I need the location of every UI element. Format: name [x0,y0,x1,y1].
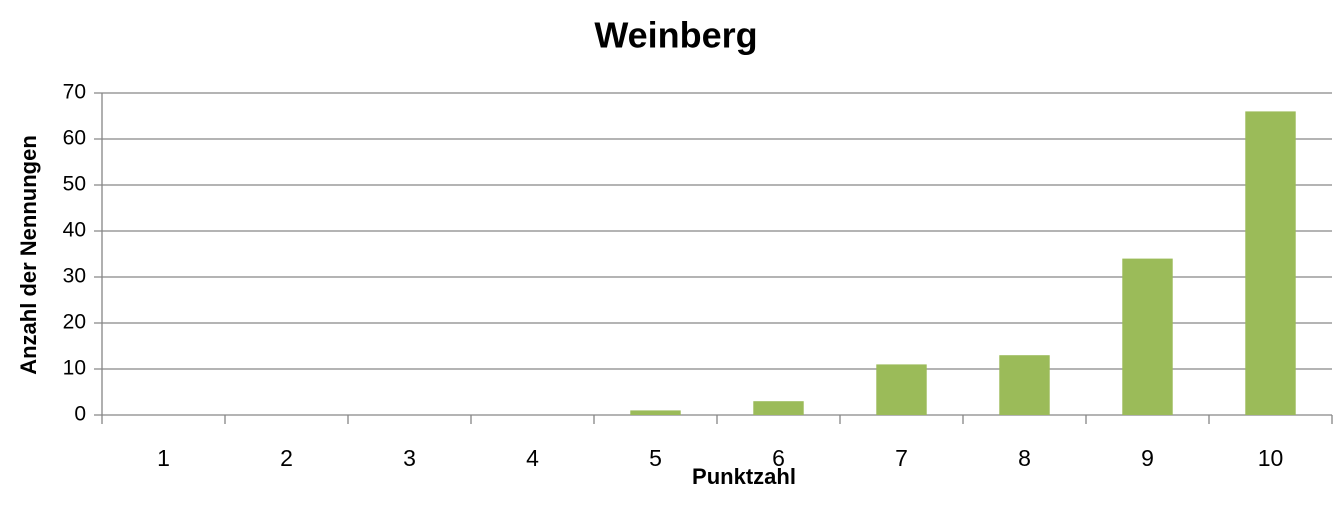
bar [630,410,681,415]
bar [753,401,804,415]
x-axis-label: Punktzahl [692,464,796,489]
y-tick-label: 10 [63,357,86,380]
x-tick-label: 6 [772,445,785,471]
bar [999,355,1050,415]
y-tick-label: 40 [63,219,86,242]
chart-title: Weinberg [594,15,757,56]
x-tick-label: 8 [1018,445,1031,471]
y-tick-label: 0 [74,403,86,426]
x-tick-label: 5 [649,445,662,471]
y-tick-label: 50 [63,173,86,196]
bar [1122,258,1173,415]
x-tick-label: 1 [157,445,170,471]
bar [876,364,927,415]
y-tick-label: 60 [63,127,86,150]
x-tick-label: 4 [526,445,539,471]
x-tick-label: 3 [403,445,416,471]
y-axis-label: Anzahl der Nennungen [16,135,41,375]
y-tick-label: 20 [63,311,86,334]
x-tick-label: 7 [895,445,908,471]
y-tick-label: 70 [63,81,86,104]
x-tick-label: 2 [280,445,293,471]
bar [1245,111,1296,416]
x-tick-label: 10 [1258,445,1284,471]
y-tick-label: 30 [63,265,86,288]
x-tick-label: 9 [1141,445,1154,471]
